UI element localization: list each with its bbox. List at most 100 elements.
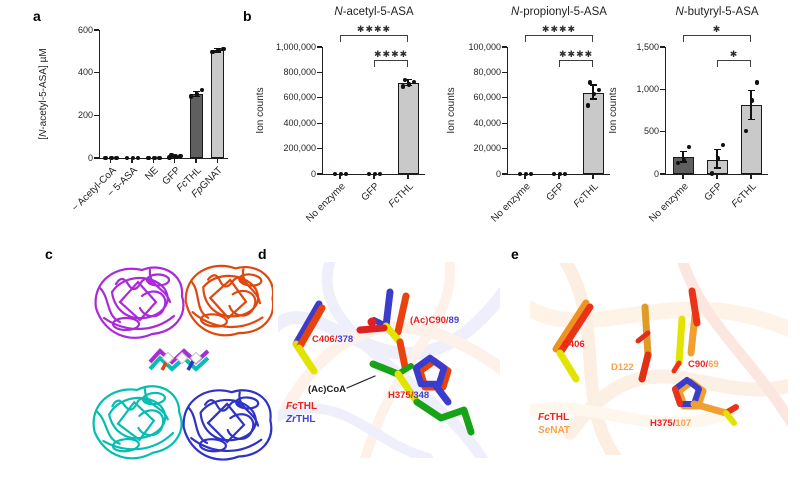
ligand-name: (Ac)CoA xyxy=(308,384,346,395)
y-tick-label: 200 xyxy=(77,109,93,120)
panel-e-label: e xyxy=(511,246,519,262)
y-tick-label: 1,000 xyxy=(636,83,659,94)
y-tick-mark xyxy=(93,114,99,116)
data-point xyxy=(557,171,563,177)
sig-stars: ✱ xyxy=(712,24,722,34)
panel-b-chart-acetyl: N-acetyl-5-ASA Ion counts 0 200,000 400,000 6… xyxy=(253,4,425,225)
sig-bracket xyxy=(525,35,593,42)
sig-stars: ✱ xyxy=(729,49,739,59)
panel-b-label: b xyxy=(243,8,252,24)
data-point xyxy=(343,171,349,177)
panel-c-structure xyxy=(88,250,273,472)
legend-zrthl: ZrTHL xyxy=(286,414,316,425)
residue-fcthl: C406 xyxy=(312,334,335,345)
data-point xyxy=(402,77,408,83)
residue-fcthl: H375 xyxy=(650,418,673,429)
x-tick-mark xyxy=(592,175,594,180)
y-tick-label: 100,000 xyxy=(468,41,501,52)
y-tick-mark xyxy=(501,122,507,124)
sig-bracket xyxy=(559,60,593,67)
panel-b-chart-propionyl: N-propionyl-5-ASA Ion counts 0 20,000 40,000… xyxy=(444,4,610,225)
x-tick-mark xyxy=(152,159,154,164)
y-tick-mark xyxy=(316,46,322,48)
sig-stars: ✱✱✱✱ xyxy=(559,49,594,59)
y-tick-mark xyxy=(501,71,507,74)
y-tick-label: 0 xyxy=(495,168,501,179)
y-axis-line xyxy=(98,30,100,160)
legend-senat: SeNAT xyxy=(538,425,571,436)
legend-fcthl: FcTHL xyxy=(286,401,318,412)
y-tick-label: 400,000 xyxy=(283,117,316,128)
axis-ylabel: [N-acetyl-5-ASA] µM xyxy=(38,48,49,140)
tetramer-ribbon-graphic xyxy=(89,259,273,464)
x-tick-mark xyxy=(716,175,718,180)
y-tick-label: 600 xyxy=(77,24,93,35)
residue-zrthl: 378 xyxy=(337,334,354,345)
slash: / xyxy=(705,359,709,370)
x-tick-mark xyxy=(750,175,752,180)
residue-fcthl: H375 xyxy=(388,390,411,401)
error-bar-cap xyxy=(679,161,687,163)
slash: / xyxy=(334,334,338,345)
y-tick-mark xyxy=(501,173,507,175)
chart-title: N-butyryl-5-ASA xyxy=(675,6,759,18)
data-point xyxy=(591,91,597,97)
data-point xyxy=(587,80,593,85)
subunit-magenta xyxy=(94,266,185,339)
data-point xyxy=(517,171,523,177)
residue-zrthl: 89 xyxy=(448,315,460,326)
bar xyxy=(397,82,419,174)
y-axis-line xyxy=(664,47,666,176)
overlay-legend-d: FcTHL ZrTHL xyxy=(286,400,317,426)
data-point xyxy=(199,87,205,93)
y-tick-mark xyxy=(659,173,665,175)
x-tick-mark xyxy=(131,159,133,164)
x-tick-mark xyxy=(110,159,112,164)
data-point xyxy=(596,87,602,93)
data-point xyxy=(715,156,721,161)
error-bar-cap xyxy=(404,78,412,81)
data-point xyxy=(720,142,726,148)
residue-label-h375-348: H375/348 xyxy=(388,390,429,401)
y-axis-line xyxy=(506,47,508,176)
y-tick-label: 500 xyxy=(643,126,659,137)
error-bar-cap xyxy=(747,89,755,92)
subunit-teal xyxy=(89,382,186,463)
y-tick-label: 1,000,000 xyxy=(275,41,316,52)
stick-residues-e xyxy=(552,287,739,426)
y-tick-mark xyxy=(93,157,99,159)
y-tick-mark xyxy=(659,46,665,48)
error-bar-cap xyxy=(747,119,755,121)
error-bar-cap xyxy=(713,148,721,151)
data-point xyxy=(157,155,162,161)
x-tick-mark xyxy=(174,159,176,164)
residue-label-d122: D122 xyxy=(611,362,634,373)
x-tick-mark xyxy=(195,159,197,164)
residue-zrthl: 348 xyxy=(413,390,430,401)
data-point xyxy=(109,155,114,161)
y-tick-label: 20,000 xyxy=(473,143,501,154)
slash: / xyxy=(672,418,676,429)
data-point xyxy=(709,171,715,176)
error-bar-cap xyxy=(679,150,687,153)
overlay-legend-e: FcTHL SeNAT xyxy=(538,411,570,437)
panel-e-structure: C406 D122 C90/69 H375/107 FcTHL SeNAT xyxy=(530,263,788,455)
axis-ylabel: Ion counts xyxy=(608,87,619,134)
y-tick-mark xyxy=(93,72,99,74)
panel-a-chart: [N-acetyl-5-ASA] µM 0 200 400 600− Acetyl-Co… xyxy=(36,25,228,214)
data-point xyxy=(400,84,406,89)
error-bar-cap xyxy=(713,167,721,169)
residue-senat: 69 xyxy=(708,359,719,370)
data-point xyxy=(551,171,557,177)
residue-fcthl: C406 xyxy=(562,339,585,350)
data-point xyxy=(411,79,417,85)
data-point xyxy=(135,155,141,161)
residue-label-h375-107: H375/107 xyxy=(650,418,691,429)
plot-area: Ion counts 0 200,000 400,000 600,000 800,000 1… xyxy=(255,24,425,225)
data-point xyxy=(743,128,749,134)
data-point xyxy=(366,171,372,177)
residue-label-c90-69: C90/69 xyxy=(688,359,719,370)
sig-stars: ✱✱✱✱ xyxy=(356,24,392,34)
y-tick-label: 60,000 xyxy=(473,92,501,103)
plot-area: [N-acetyl-5-ASA] µM 0 200 400 600− Acetyl-Co… xyxy=(38,25,228,214)
